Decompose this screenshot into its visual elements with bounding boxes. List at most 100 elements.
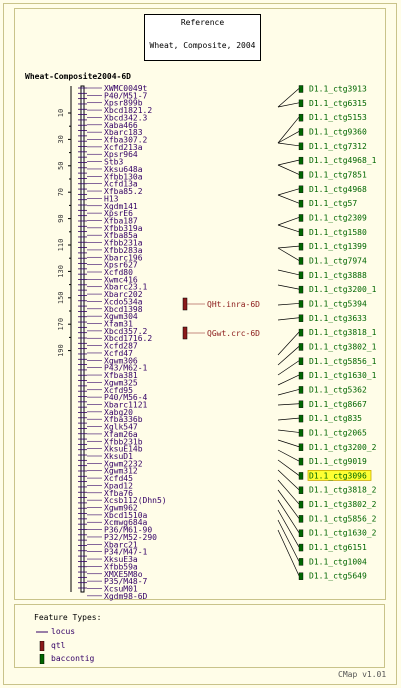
locus-label[interactable]: Xcfd95 (104, 386, 133, 395)
contig-label[interactable]: D1.1_ctg3096 (309, 471, 367, 480)
locus-label[interactable]: Xbarc183 (104, 128, 143, 137)
contig-label[interactable]: D1.1_ctg3200_1 (309, 285, 377, 294)
locus-label[interactable]: XcsuM01 (104, 584, 138, 593)
locus-label[interactable]: Xcfd45 (104, 474, 133, 483)
locus-label[interactable]: Xgwm2232 (104, 459, 143, 468)
contig-bar[interactable] (298, 271, 304, 279)
locus-label[interactable]: Xbcd1716.2 (104, 334, 152, 343)
contig-label[interactable]: D1.1_ctg9019 (309, 457, 367, 466)
locus-label[interactable]: Xcmwg684a (104, 518, 148, 527)
qtl-bar[interactable] (182, 326, 188, 340)
contig-bar[interactable] (298, 156, 304, 165)
contig-label[interactable]: D1.1_ctg3888 (309, 271, 367, 280)
locus-label[interactable]: Xabg20 (104, 408, 133, 417)
contig-bar[interactable] (298, 228, 304, 237)
locus-label[interactable]: Xcfd287 (104, 342, 138, 351)
locus-label[interactable]: Xcsb112(Dhn5) (104, 496, 167, 505)
locus-label[interactable]: Xpsr964 (104, 150, 138, 159)
contig-bar[interactable] (298, 457, 304, 466)
locus-label[interactable]: Xbcd342.3 (104, 113, 148, 122)
contig-bar[interactable] (298, 328, 304, 337)
locus-label[interactable]: Xpsr627 (104, 261, 138, 270)
contig-label[interactable]: D1.1_ctg835 (309, 414, 362, 423)
contig-label[interactable]: D1.1_ctg4968 (309, 185, 367, 194)
contig-bar[interactable] (298, 572, 304, 580)
locus-label[interactable]: Xbcd1821.2 (104, 106, 152, 115)
locus-label[interactable]: Xfba307.2 (104, 136, 148, 145)
contig-label[interactable]: D1.1_ctg5856_2 (309, 514, 377, 523)
contig-label[interactable]: D1.1_ctg6315 (309, 99, 367, 108)
locus-label[interactable]: XksuD1 (104, 452, 133, 461)
contig-label[interactable]: D1.1_ctg5153 (309, 113, 367, 122)
locus-label[interactable]: Xgwm962 (104, 504, 138, 513)
locus-label[interactable]: Xpsr899b (104, 99, 143, 108)
locus-label[interactable]: Xksu648a (104, 165, 143, 174)
locus-label[interactable]: P43/M62-1 (104, 364, 148, 373)
contig-label[interactable]: D1.1_ctg3802_2 (309, 500, 377, 509)
contig-bar[interactable] (298, 300, 304, 308)
contig-bar[interactable] (298, 214, 304, 222)
locus-label[interactable]: Xcdo534a (104, 297, 143, 306)
contig-bar[interactable] (298, 171, 304, 179)
contig-bar[interactable] (298, 529, 304, 537)
contig-label[interactable]: D1.1_ctg5362 (309, 385, 367, 394)
locus-label[interactable]: XMXE5M8o (104, 570, 143, 579)
contig-label[interactable]: D1.1_ctg8667 (309, 400, 367, 409)
contig-bar[interactable] (298, 386, 304, 394)
contig-label[interactable]: D1.1_ctg5394 (309, 299, 367, 308)
locus-label[interactable]: Xfbb130a (104, 172, 143, 181)
contig-bar[interactable] (298, 142, 304, 151)
contig-bar[interactable] (298, 472, 304, 480)
locus-label[interactable]: Xbcd357.2 (104, 327, 148, 336)
locus-label[interactable]: Xfam31 (104, 320, 133, 329)
locus-label[interactable]: Xcfd80 (104, 268, 133, 277)
contig-bar[interactable] (298, 443, 304, 451)
qtl-label[interactable]: QHt.inra-6D (207, 300, 260, 309)
contig-bar[interactable] (298, 185, 304, 194)
locus-label[interactable]: Xbarc21 (104, 540, 138, 549)
contig-bar[interactable] (298, 199, 304, 208)
contig-bar[interactable] (298, 486, 304, 494)
contig-bar[interactable] (298, 314, 304, 322)
contig-label[interactable]: D1.1_ctg5649 (309, 572, 367, 581)
map-title[interactable]: Wheat-Composite2004-6D (25, 72, 131, 81)
locus-label[interactable]: Xglk547 (104, 423, 138, 432)
contig-bar[interactable] (298, 357, 304, 365)
locus-label[interactable]: Xbcd1510a (104, 511, 148, 520)
contig-label[interactable]: D1.1_ctg1004 (309, 557, 367, 566)
locus-label[interactable]: P35/M48-7 (104, 577, 148, 586)
contig-bar[interactable] (298, 429, 304, 437)
locus-label[interactable]: Xfbb231b (104, 437, 143, 446)
locus-label[interactable]: Xgwm312 (104, 467, 138, 476)
contig-label[interactable]: D1.1_ctg3633 (309, 314, 367, 323)
locus-label[interactable]: P36/M61-90 (104, 526, 152, 535)
locus-label[interactable]: Xbarc196 (104, 253, 143, 262)
contig-bar[interactable] (298, 515, 304, 523)
contig-label[interactable]: D1.1_ctg3818_2 (309, 486, 377, 495)
contig-label[interactable]: D1.1_ctg7974 (309, 256, 367, 265)
contig-bar[interactable] (298, 558, 304, 566)
locus-label[interactable]: XksuE3a (104, 555, 138, 564)
contig-label[interactable]: D1.1_ctg57 (309, 199, 357, 208)
locus-label[interactable]: Xgwm306 (104, 356, 138, 365)
locus-label[interactable]: P40/M51-7 (104, 91, 148, 100)
locus-label[interactable]: XksuE14b (104, 445, 143, 454)
locus-label[interactable]: Xaba466 (104, 121, 138, 130)
contig-label[interactable]: D1.1_ctg6151 (309, 543, 367, 552)
locus-label[interactable]: Xfba76 (104, 489, 133, 498)
locus-label[interactable]: Xgdm141 (104, 202, 138, 211)
contig-bar[interactable] (298, 242, 304, 251)
contig-bar[interactable] (298, 128, 304, 136)
contig-label[interactable]: D1.1_ctg3818_1 (309, 328, 377, 337)
locus-label[interactable]: Xwmc416 (104, 275, 138, 284)
contig-label[interactable]: D1.1_ctg1630_2 (309, 529, 377, 538)
locus-label[interactable]: Xfba85.2 (104, 187, 143, 196)
contig-bar[interactable] (298, 285, 304, 294)
contig-bar[interactable] (298, 257, 304, 265)
contig-bar[interactable] (298, 400, 304, 408)
locus-label[interactable]: Xbcd1398 (104, 305, 143, 314)
locus-label[interactable]: H13 (104, 194, 119, 203)
contig-label[interactable]: D1.1_ctg2065 (309, 428, 367, 437)
contig-label[interactable]: D1.1_ctg5856_1 (309, 357, 377, 366)
contig-label[interactable]: D1.1_ctg4968_1 (309, 156, 377, 165)
